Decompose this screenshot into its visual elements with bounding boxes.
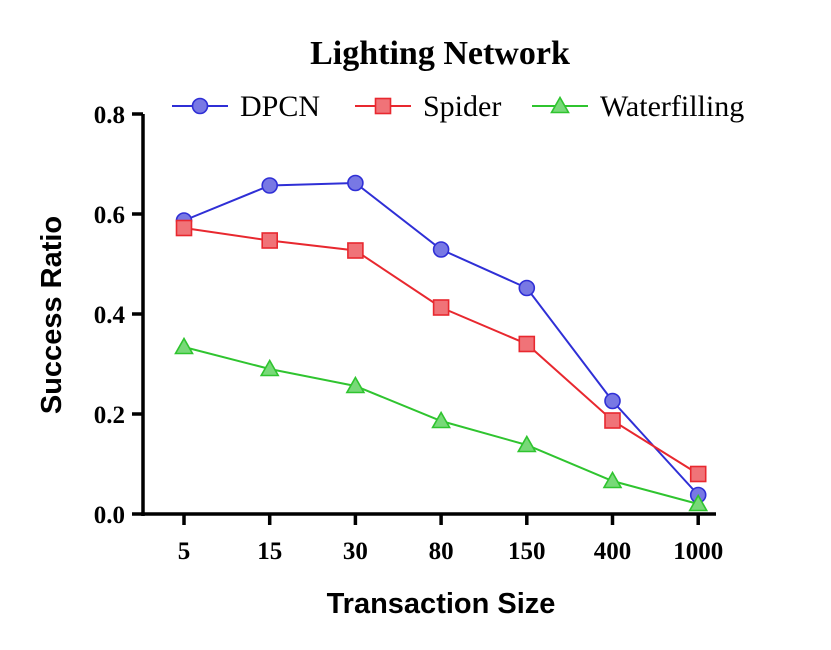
legend-swatch-marker (374, 97, 392, 115)
legend-item-dpcn: DPCN (172, 90, 320, 123)
legend-swatch-marker (550, 95, 570, 114)
x-tick-label: 30 (343, 538, 368, 565)
data-point-dpcn (432, 241, 450, 258)
series-waterfilling (174, 336, 709, 512)
data-point-dpcn (604, 392, 621, 410)
data-point-spider (689, 465, 707, 483)
data-point-spider (518, 335, 536, 353)
series-line-dpcn (183, 181, 699, 496)
y-tick-label: 0.4 (94, 302, 126, 329)
x-tick-label: 5 (178, 538, 191, 565)
data-point-spider (347, 242, 364, 259)
y-tick-label: 0.2 (94, 402, 125, 429)
data-point-dpcn (347, 174, 364, 192)
data-point-waterfilling (174, 336, 194, 355)
series-spider (175, 219, 707, 483)
data-point-spider (604, 412, 621, 429)
x-axis-ticks: 5 15 30 80 150 400 1000 (178, 514, 723, 565)
y-tick-label: 0.6 (94, 202, 125, 229)
legend-label: Spider (423, 90, 501, 123)
legend-swatch-marker (191, 97, 209, 115)
y-tick-label: 0.0 (94, 502, 125, 529)
data-point-spider (175, 219, 193, 237)
data-point-spider (261, 232, 279, 249)
series-line-spider (183, 227, 699, 475)
data-point-dpcn (261, 177, 279, 194)
series-dpcn (175, 174, 707, 504)
legend-item-spider: Spider (355, 90, 501, 123)
legend: DPCN Spider Waterfilling (172, 90, 744, 123)
y-tick-label: 0.8 (94, 102, 125, 129)
data-point-waterfilling (431, 410, 451, 429)
x-tick-label: 15 (257, 538, 282, 565)
x-tick-label: 1000 (673, 538, 723, 565)
series-layer (174, 174, 709, 512)
data-point-waterfilling (259, 358, 280, 377)
data-point-waterfilling (602, 470, 623, 489)
chart-title: Lighting Network (310, 35, 570, 72)
data-point-waterfilling (516, 434, 537, 453)
data-point-waterfilling (345, 375, 366, 394)
legend-item-waterfilling: Waterfilling (532, 90, 744, 123)
x-tick-label: 150 (508, 538, 546, 565)
y-axis-label: Success Ratio (36, 216, 68, 414)
x-axis-label: Transaction Size (327, 588, 556, 620)
data-point-spider (432, 299, 450, 316)
legend-label: DPCN (240, 90, 320, 123)
legend-label: Waterfilling (600, 90, 744, 123)
data-point-waterfilling (688, 493, 709, 512)
x-tick-label: 80 (429, 538, 454, 565)
data-point-dpcn (518, 279, 536, 297)
y-axis-ticks: 0.0 0.2 0.4 0.6 0.8 (94, 102, 143, 529)
x-tick-label: 400 (594, 538, 632, 565)
